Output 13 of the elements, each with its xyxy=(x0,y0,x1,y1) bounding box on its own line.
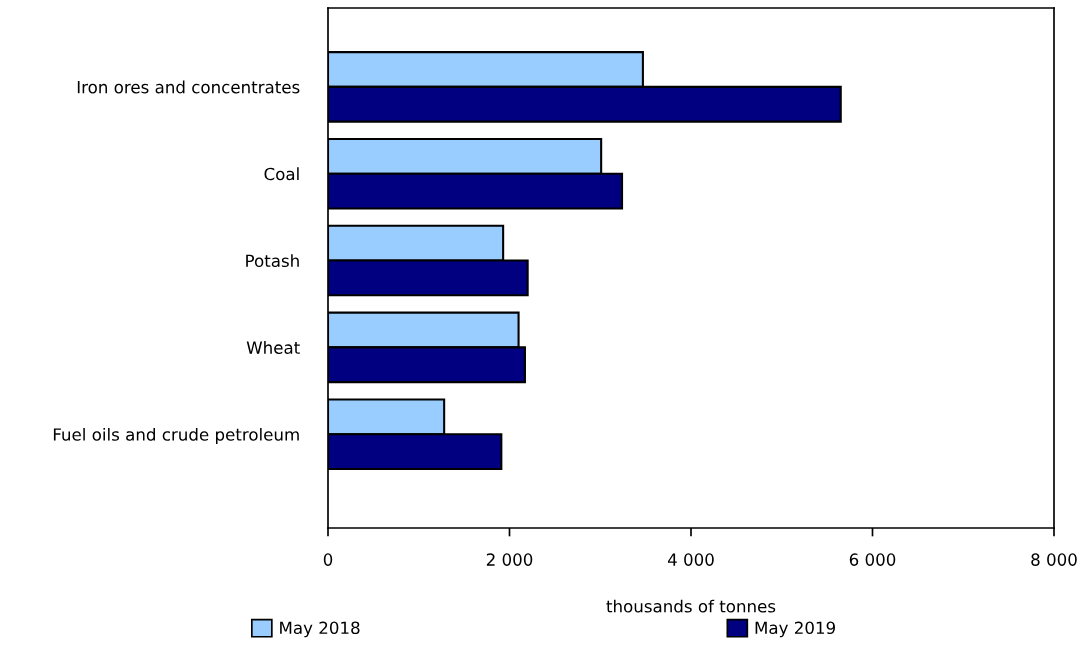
x-tick-label: 4 000 xyxy=(667,553,714,566)
x-tick-label: 0 xyxy=(323,553,333,566)
y-tick-label: Fuel oils and crude petroleum xyxy=(53,427,299,445)
x-tick-label: 2 000 xyxy=(486,553,533,566)
y-tick-label: Potash xyxy=(246,254,299,268)
legend-label: May 2019 xyxy=(755,621,835,638)
legend-label: May 2018 xyxy=(280,621,360,638)
x-tick-label: 8 000 xyxy=(1031,553,1077,566)
x-axis-title: thousands of tonnes xyxy=(606,599,776,613)
y-tick-label: Wheat xyxy=(246,341,300,354)
y-tick-label: Iron ores and concentrates xyxy=(77,80,300,94)
y-tick-label: Coal xyxy=(264,167,299,181)
x-tick-label: 6 000 xyxy=(849,553,896,566)
